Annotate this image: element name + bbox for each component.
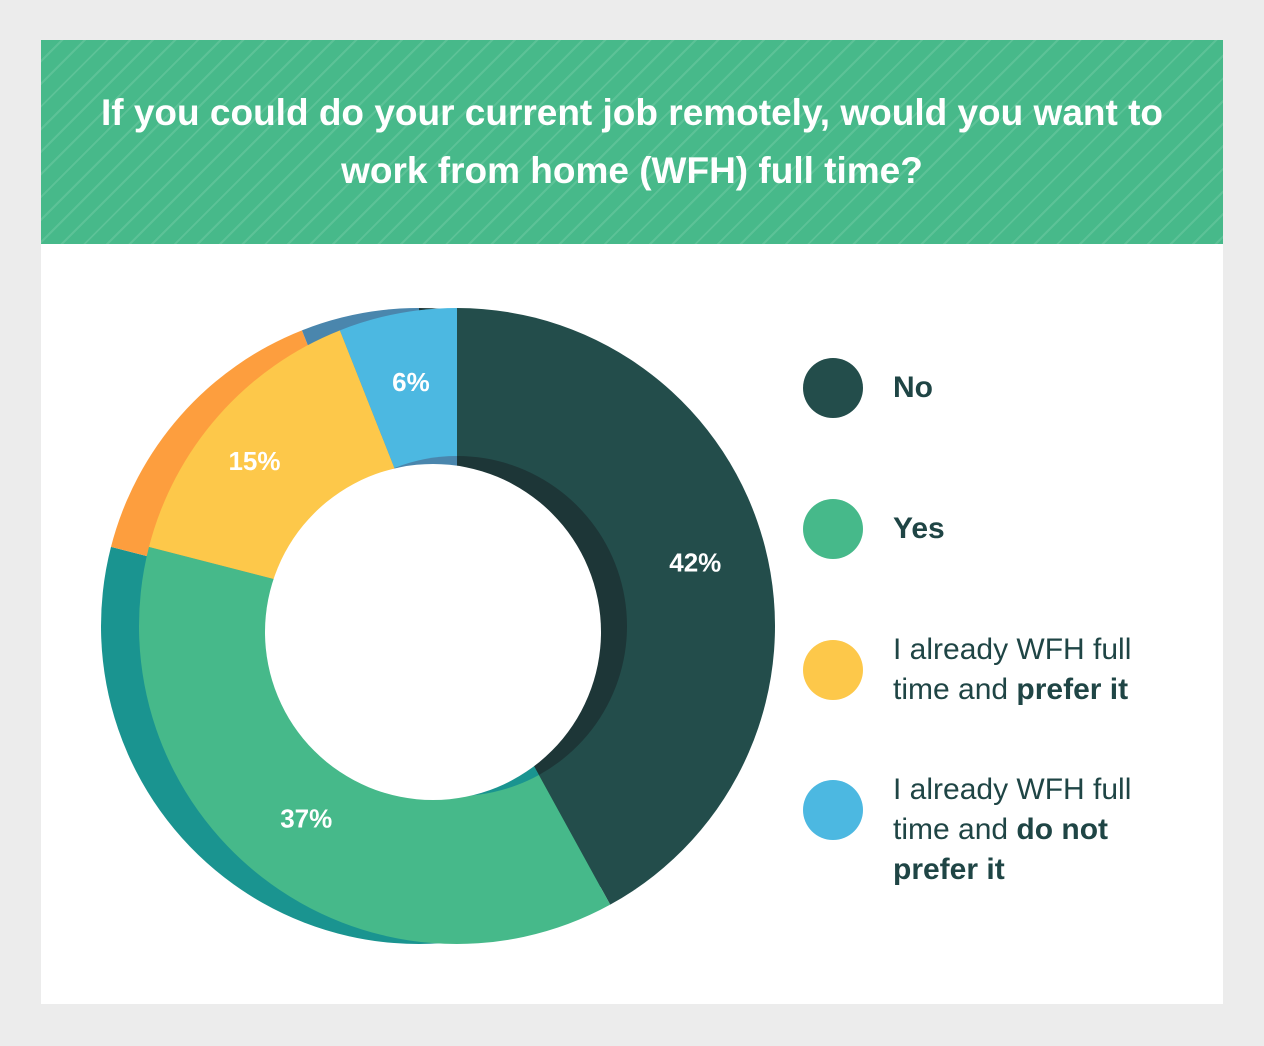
- legend-label: Yes: [893, 509, 1193, 549]
- legend-text-bold: do not prefer it: [893, 813, 1109, 886]
- legend-text-bold: No: [893, 371, 933, 404]
- value-label: 6%: [392, 367, 430, 397]
- legend-label: No: [893, 368, 1193, 408]
- value-label: 15%: [228, 446, 280, 476]
- title-banner: If you could do your current job remotel…: [41, 40, 1223, 244]
- hole: [265, 464, 601, 800]
- legend-swatch: [803, 499, 863, 559]
- legend-text-bold: prefer it: [1016, 673, 1129, 706]
- legend-swatch: [803, 780, 863, 840]
- legend-swatch: [803, 358, 863, 418]
- legend-text: I already WFH full time and: [893, 633, 1132, 706]
- legend-text-bold: Yes: [893, 512, 945, 545]
- chart-title: If you could do your current job remotel…: [100, 92, 1164, 191]
- value-label: 37%: [280, 803, 332, 833]
- legend-text: I already WFH full time and: [893, 773, 1132, 846]
- value-label: 42%: [669, 548, 721, 578]
- legend-swatch: [803, 640, 863, 700]
- legend-label: I already WFH full time and prefer it: [893, 630, 1193, 710]
- legend-label: I already WFH full time and do not prefe…: [893, 770, 1193, 890]
